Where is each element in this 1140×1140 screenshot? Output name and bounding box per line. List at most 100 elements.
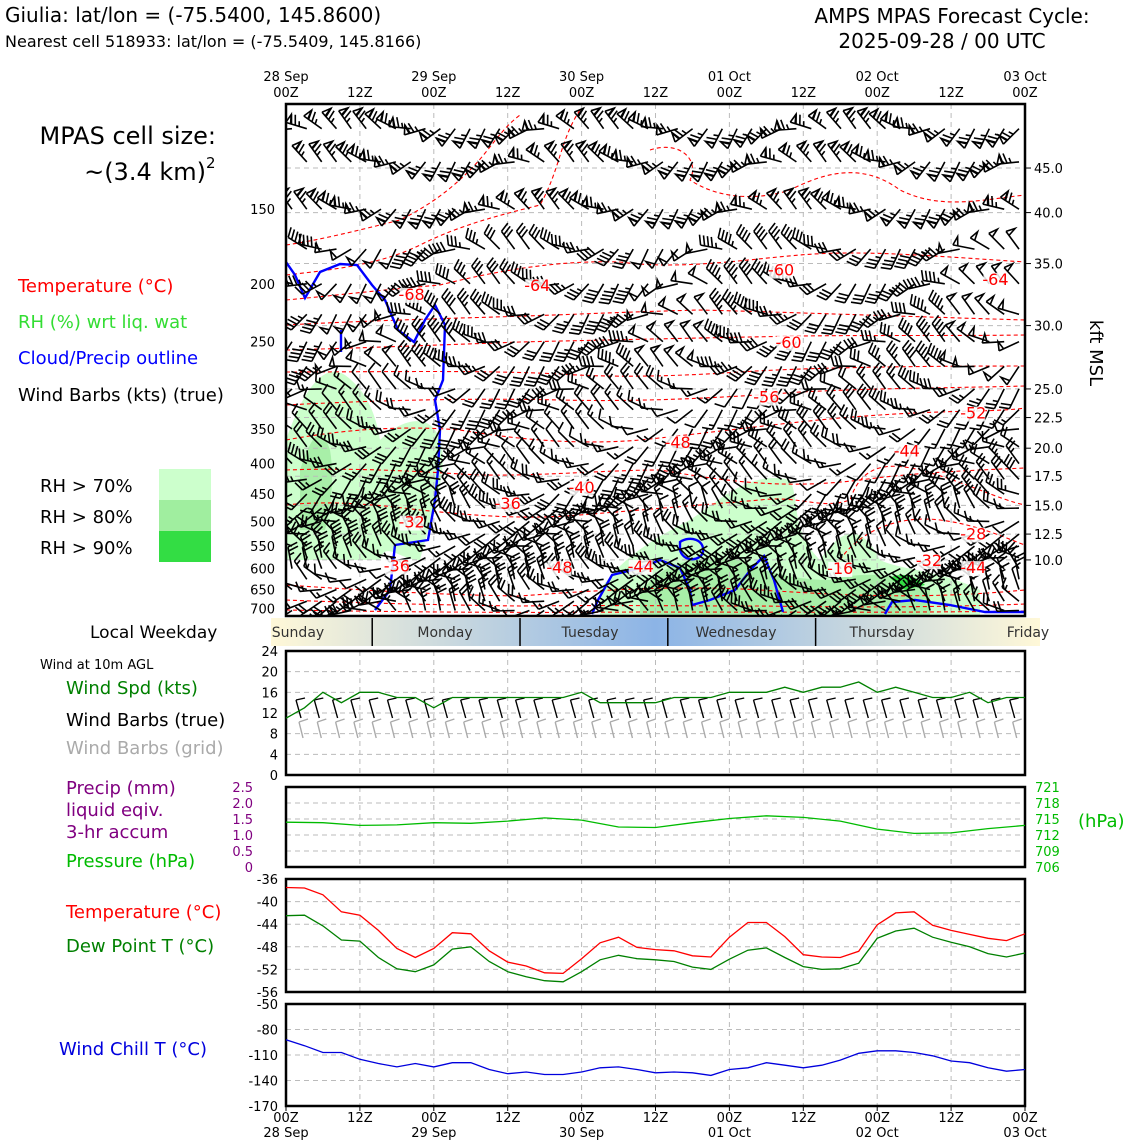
wind-barb <box>908 161 931 180</box>
wind-barb <box>640 115 663 130</box>
wind-barb <box>374 308 397 322</box>
wind-barb <box>992 574 1005 602</box>
wind-barb <box>636 428 664 443</box>
wind-barb <box>557 187 575 210</box>
wind-barb <box>397 339 413 367</box>
wind-barb <box>863 208 886 222</box>
wind-barb <box>574 542 590 570</box>
wind-barb <box>828 462 857 476</box>
wind-barb <box>457 362 486 376</box>
wind-barb <box>981 430 1005 448</box>
wind-barb <box>503 341 530 358</box>
wind-barb <box>517 507 545 521</box>
wind-barb <box>604 383 620 411</box>
height-tick-label: 12.5 <box>1034 528 1063 543</box>
wind-barb-true <box>386 697 397 719</box>
wind-barb <box>687 264 708 285</box>
wind-barb <box>361 248 382 269</box>
wind-barb <box>710 480 724 509</box>
wind-barb-grid <box>700 718 711 739</box>
wind-barb <box>939 428 961 450</box>
wind-barb <box>487 520 516 534</box>
wind-barb <box>420 161 442 182</box>
wind-barb <box>961 291 976 315</box>
wind-barb <box>446 448 471 465</box>
panel-tick-label: -170 <box>248 1100 278 1115</box>
wind-barb-true <box>460 697 470 719</box>
legend-temperature: Temperature (°C) <box>17 276 173 297</box>
wind-barb <box>976 519 1005 529</box>
wind-barb <box>443 388 471 404</box>
wind-barb <box>940 161 961 183</box>
wind-barb <box>633 584 649 612</box>
wind-barb <box>413 540 441 553</box>
wind-barb <box>776 552 787 580</box>
wind-barb <box>821 189 842 210</box>
wind-barb <box>473 533 501 549</box>
wind-barb <box>494 562 506 590</box>
wind-barb <box>495 424 516 448</box>
weekday-label: Monday <box>417 625 472 641</box>
wind-barb <box>910 446 931 468</box>
wind-barb <box>945 291 961 315</box>
wind-barb <box>573 106 590 130</box>
pressure-tick-label: 650 <box>250 583 275 598</box>
wind-barb <box>768 437 783 465</box>
wind-barb <box>610 208 634 222</box>
wind-barb <box>780 438 797 465</box>
wind-barb <box>788 551 798 580</box>
wind-barb <box>739 574 753 602</box>
wind-barb <box>457 533 486 546</box>
wind-barb <box>331 530 343 558</box>
wind-barb <box>377 248 397 270</box>
wind-barb <box>413 247 441 262</box>
wind-barb <box>486 257 501 285</box>
wind-barb <box>449 409 471 431</box>
top-date-label: 30 Sep <box>559 70 604 85</box>
temperature-label: -48 <box>665 433 691 452</box>
wind-barb <box>693 292 709 315</box>
wind-barb <box>809 421 827 448</box>
wind-barb <box>909 473 931 495</box>
wind-barb <box>553 514 575 535</box>
panel-tick-label: 0 <box>270 769 278 784</box>
cloud-outline-bubble <box>678 537 705 561</box>
wind-barb <box>536 365 560 386</box>
panel-tick-label: -50 <box>257 998 278 1013</box>
bottom-date-label: 28 Sep <box>263 1126 308 1140</box>
wind-barb <box>324 604 352 616</box>
wind-barb-true <box>880 697 891 719</box>
wind-barb-grid <box>334 718 345 739</box>
wind-barb <box>628 506 640 535</box>
wind-barb <box>816 508 842 523</box>
wind-barb <box>411 574 427 602</box>
wind-barb <box>972 483 990 509</box>
wind-barb <box>448 583 460 611</box>
precip-label-2: liquid eqiv. <box>66 800 163 821</box>
wind-barb <box>850 283 872 305</box>
precip-label-3: 3-hr accum <box>66 822 168 843</box>
wind-barb <box>791 541 803 569</box>
wind-barb-grid <box>316 718 327 739</box>
bottom-tick-label: 12Z <box>495 1111 521 1126</box>
temperature-label: -16 <box>827 559 853 578</box>
wind-barb <box>645 364 664 390</box>
cell-size-label: MPAS cell size: <box>40 122 216 150</box>
wind-barb <box>906 582 916 611</box>
wind-barb <box>729 573 741 602</box>
wind-barb <box>717 409 738 431</box>
wind-barb <box>553 341 575 363</box>
wind-barb <box>371 446 397 465</box>
wind-barb-true <box>679 697 690 719</box>
temperature-label-bg <box>754 390 779 406</box>
wind-barb <box>687 583 700 611</box>
wind-barb <box>633 362 649 390</box>
temperature-label-bg <box>399 287 424 303</box>
panel-tick-label: -110 <box>248 1049 278 1064</box>
wind-barb <box>496 577 516 602</box>
wind-barb <box>524 552 537 580</box>
wind-barb <box>479 562 492 590</box>
wind-barb <box>705 258 723 285</box>
wind-barb <box>446 234 471 250</box>
wind-barb <box>612 248 634 270</box>
